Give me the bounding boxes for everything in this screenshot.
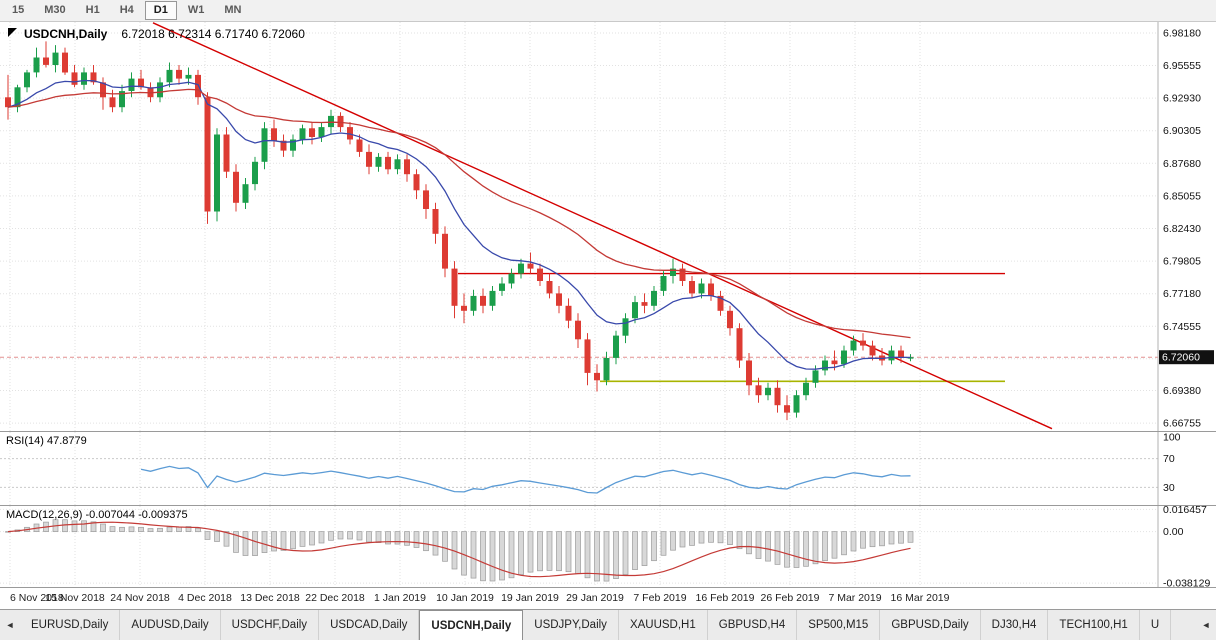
svg-text:6.69380: 6.69380 xyxy=(1163,385,1201,397)
svg-text:6.66755: 6.66755 xyxy=(1163,418,1201,430)
svg-text:6.77180: 6.77180 xyxy=(1163,288,1201,300)
tab-eurusd-daily[interactable]: EURUSD,Daily xyxy=(20,610,121,640)
date-label: 7 Feb 2019 xyxy=(633,592,687,604)
date-label: 26 Feb 2019 xyxy=(760,592,820,604)
timeframe-button-d1[interactable]: D1 xyxy=(144,1,177,20)
candles xyxy=(5,41,914,421)
tab-scroll-right-icon[interactable]: ◄ xyxy=(1201,620,1211,630)
rsi-label: RSI(14) 47.8779 xyxy=(6,435,87,447)
ma-fast-line xyxy=(7,79,911,370)
tab-usdcad-daily[interactable]: USDCAD,Daily xyxy=(319,610,420,640)
timeframe-button-15[interactable]: 15 xyxy=(12,4,25,16)
date-label: 10 Jan 2019 xyxy=(436,592,494,604)
macd-pane[interactable]: 0.016457 0.00 -0.038129 MACD(12,26,9) -0.0… xyxy=(0,506,1216,588)
timeframe-button-h1[interactable]: H1 xyxy=(85,4,100,16)
chart-title: USDCNH,Daily 6.72018 6.72314 6.71740 6.7… xyxy=(24,27,305,41)
rsi-canvas[interactable]: 100 70 30 xyxy=(0,432,1216,505)
rsi-line xyxy=(140,465,911,494)
tab-sp500-m15[interactable]: SP500,M15 xyxy=(797,610,881,640)
main-chart-canvas[interactable]: 6.98180 6.95555 6.92930 6.90305 6.87680 6.850… xyxy=(0,22,1216,431)
svg-text:6.90305: 6.90305 xyxy=(1163,125,1201,137)
tab-scroll-left-icon[interactable]: ◄ xyxy=(5,620,15,630)
date-label: 4 Dec 2018 xyxy=(178,592,232,604)
chart-tabs: EURUSD,Daily AUDUSD,Daily USDCHF,Daily USDC… xyxy=(20,610,1196,640)
date-label: 22 Dec 2018 xyxy=(305,592,365,604)
date-label: 29 Jan 2019 xyxy=(566,592,624,604)
main-chart-pane[interactable]: 6.98180 6.95555 6.92930 6.90305 6.87680 6.850… xyxy=(0,22,1216,432)
timeframe-button-h4[interactable]: H4 xyxy=(119,4,134,16)
svg-text:6.74555: 6.74555 xyxy=(1163,321,1201,333)
svg-text:6.72060: 6.72060 xyxy=(1162,352,1200,364)
date-label: 15 Nov 2018 xyxy=(45,592,105,604)
timeframe-button-m30[interactable]: M30 xyxy=(44,4,66,16)
date-label: 16 Mar 2019 xyxy=(890,592,950,604)
svg-text:-0.038129: -0.038129 xyxy=(1163,578,1210,587)
svg-text:6.98180: 6.98180 xyxy=(1163,28,1201,40)
timeframe-button-w1[interactable]: W1 xyxy=(187,4,205,16)
tab-gbpusd-daily[interactable]: GBPUSD,Daily xyxy=(880,610,981,640)
date-label: 16 Feb 2019 xyxy=(695,592,755,604)
date-label: 6 Nov 2018 xyxy=(10,592,64,604)
date-label: 1 Jan 2019 xyxy=(374,592,426,604)
tab-usdchf-daily[interactable]: USDCHF,Daily xyxy=(220,610,320,640)
tab-gbpusd-h4[interactable]: GBPUSD,H4 xyxy=(707,610,798,640)
chart-tabbar: ◄ EURUSD,Daily AUDUSD,Daily USDCHF,Daily US… xyxy=(0,609,1216,640)
timeframe-toolbar: 15 M30 H1 H4 D1 W1 MN xyxy=(0,0,1216,22)
chart-symbol-label: USDCNH,Daily xyxy=(24,27,108,41)
current-price-badge xyxy=(1159,350,1214,365)
svg-text:6.82430: 6.82430 xyxy=(1163,223,1201,235)
ma-slow-line xyxy=(7,88,911,339)
svg-text:6.95555: 6.95555 xyxy=(1163,60,1201,72)
macd-canvas[interactable]: 0.016457 0.00 -0.038129 xyxy=(0,506,1216,587)
svg-text:0.00: 0.00 xyxy=(1163,526,1184,538)
chart-ohlc-readout: 6.72018 6.72314 6.71740 6.72060 xyxy=(121,27,305,41)
tab-audusd-daily[interactable]: AUDUSD,Daily xyxy=(120,610,221,640)
date-label: 24 Nov 2018 xyxy=(110,592,170,604)
date-label: 19 Jan 2019 xyxy=(501,592,559,604)
tab-u[interactable]: U xyxy=(1139,610,1172,640)
date-label: 13 Dec 2018 xyxy=(240,592,300,604)
tab-usdjpy-daily[interactable]: USDJPY,Daily xyxy=(523,610,619,640)
svg-text:6.87680: 6.87680 xyxy=(1163,158,1201,170)
svg-text:70: 70 xyxy=(1163,453,1175,465)
chart-marker-icon xyxy=(8,28,17,37)
svg-text:100: 100 xyxy=(1163,432,1181,444)
tab-dj30-h4[interactable]: DJ30,H4 xyxy=(980,610,1049,640)
trendline xyxy=(152,22,1053,430)
svg-text:6.85055: 6.85055 xyxy=(1163,190,1201,202)
tab-xauusd-h1[interactable]: XAUUSD,H1 xyxy=(618,610,708,640)
svg-text:30: 30 xyxy=(1163,482,1175,494)
date-axis: 6 Nov 2018 15 Nov 2018 24 Nov 2018 4 Dec 20… xyxy=(0,588,1216,609)
date-label: 7 Mar 2019 xyxy=(828,592,882,604)
svg-text:0.016457: 0.016457 xyxy=(1163,506,1207,516)
tab-usdcnh-daily[interactable]: USDCNH,Daily xyxy=(419,610,524,640)
macd-signal-line xyxy=(7,521,911,578)
tab-tech100-h1[interactable]: TECH100,H1 xyxy=(1048,610,1140,640)
timeframe-button-mn[interactable]: MN xyxy=(224,4,242,16)
rsi-pane[interactable]: 100 70 30 RSI(14) 47.8779 xyxy=(0,432,1216,506)
svg-text:6.92930: 6.92930 xyxy=(1163,93,1201,105)
macd-label: MACD(12,26,9) -0.007044 -0.009375 xyxy=(6,509,188,521)
svg-text:6.79805: 6.79805 xyxy=(1163,256,1201,268)
